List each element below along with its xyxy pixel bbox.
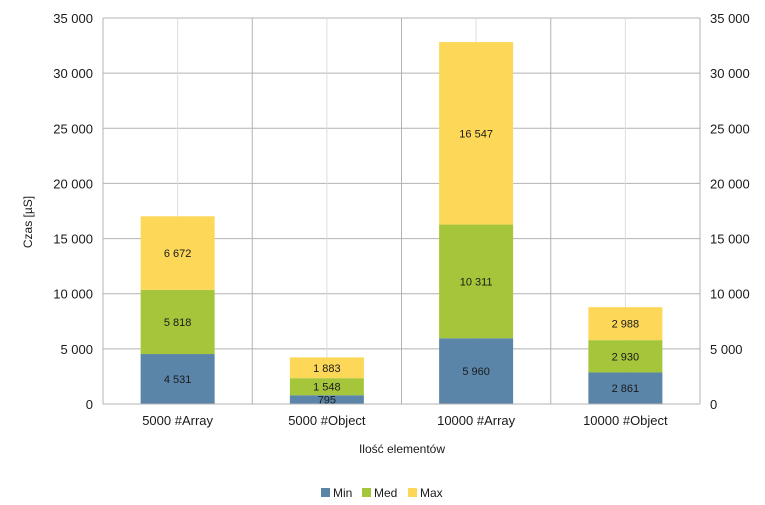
bar-segment-med [289, 378, 364, 396]
bar-segment-max [439, 42, 514, 225]
data-label: 1 548 [313, 382, 341, 394]
x-axis-title: Ilość elementów [359, 442, 445, 456]
legend-item-min: Min [321, 486, 352, 500]
legend-swatch [321, 488, 330, 497]
data-label: 795 [318, 395, 336, 407]
x-tick-label: 5000 #Array [142, 413, 213, 428]
y-tick-label: 20 000 [53, 176, 93, 191]
y-tick-label-right: 25 000 [710, 121, 750, 136]
x-tick-label: 10000 #Object [583, 413, 668, 428]
legend-item-max: Max [408, 486, 443, 500]
legend-swatch [362, 488, 371, 497]
y-axis-left-ticks: 0 5 000 10 000 15 000 20 000 25 000 30 000 35 0… [53, 11, 93, 412]
legend-item-med: Med [362, 486, 397, 500]
y-tick-label: 10 000 [53, 287, 93, 302]
bar-segment-max [289, 357, 364, 379]
data-label: 16 547 [459, 128, 493, 140]
y-tick-label-right: 0 [710, 397, 717, 412]
x-tick-label: 5000 #Object [288, 413, 366, 428]
data-label: 10 311 [460, 276, 493, 288]
data-label: 2 930 [612, 351, 640, 363]
y-tick-label: 35 000 [53, 11, 93, 26]
y-axis-right-ticks: 0 5 000 10 000 15 000 20 000 25 000 30 000 35 0… [710, 11, 750, 412]
bar-segment-med [140, 289, 215, 355]
legend-label: Max [420, 486, 443, 500]
y-tick-label-right: 20 000 [710, 176, 750, 191]
bar-segment-min [140, 354, 215, 404]
data-label: 6 672 [164, 248, 192, 260]
data-label: 4 531 [164, 374, 192, 386]
y-tick-label: 25 000 [53, 121, 93, 136]
data-label: 2 861 [612, 383, 640, 395]
y-tick-label: 5 000 [60, 342, 93, 357]
y-tick-label: 0 [86, 397, 93, 412]
bar-segment-max [588, 307, 663, 341]
data-label: 5 960 [462, 366, 490, 378]
legend-label: Med [374, 486, 397, 500]
data-label: 5 818 [164, 317, 192, 329]
bar-segment-max [140, 216, 215, 290]
bar-segment-med [588, 340, 663, 373]
y-tick-label-right: 35 000 [710, 11, 750, 26]
y-tick-label-right: 30 000 [710, 66, 750, 81]
bar-segment-med [439, 224, 514, 339]
legend-label: Min [333, 486, 352, 500]
legend: Min Med Max [321, 486, 443, 500]
y-tick-label-right: 5 000 [710, 342, 743, 357]
bar-segment-min [439, 338, 514, 404]
data-label: 2 988 [612, 319, 640, 331]
x-tick-label: 10000 #Array [437, 413, 516, 428]
x-axis-ticks: 5000 #Array 5000 #Object 10000 #Array 10000… [142, 413, 668, 428]
y-tick-label: 30 000 [53, 66, 93, 81]
y-axis-title: Czas [µS] [21, 196, 35, 248]
y-tick-label: 15 000 [53, 232, 93, 247]
bar-segment-min [289, 395, 364, 404]
data-label: 1 883 [313, 363, 341, 375]
y-tick-label-right: 10 000 [710, 287, 750, 302]
legend-swatch [408, 488, 417, 497]
bar-segment-min [588, 372, 663, 404]
y-tick-label-right: 15 000 [710, 232, 750, 247]
